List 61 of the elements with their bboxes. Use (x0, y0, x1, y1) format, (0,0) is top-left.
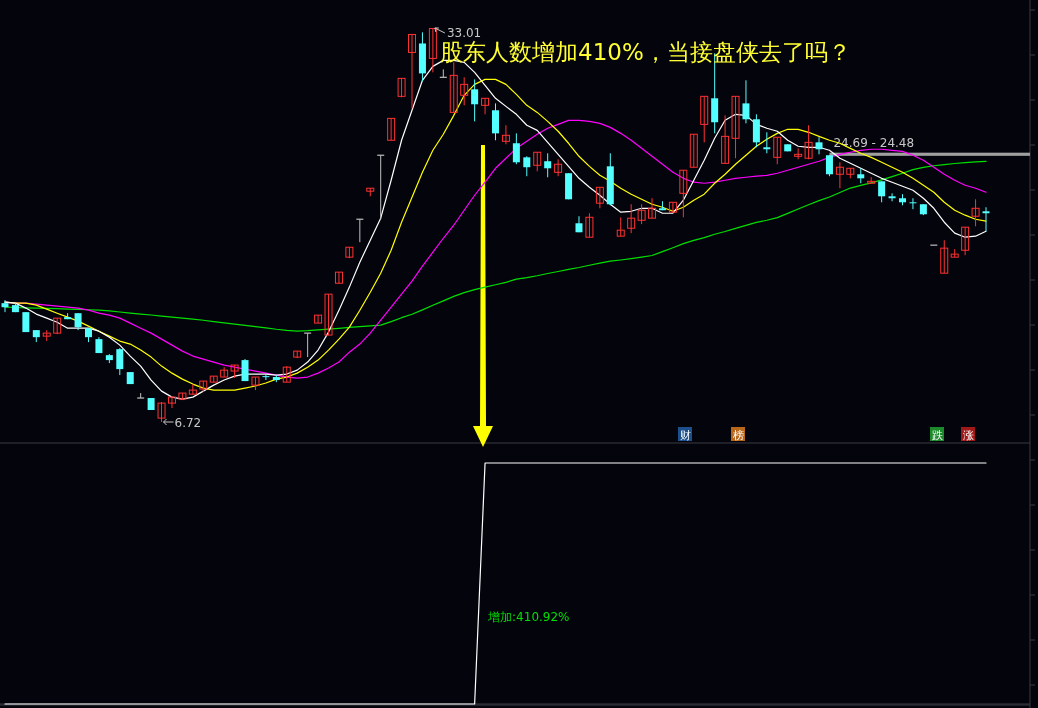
candlestick (700, 95, 709, 143)
candlestick (752, 113, 760, 148)
text: 跌 (931, 428, 943, 442)
candlestick (689, 133, 698, 168)
candlestick (460, 76, 469, 106)
candlestick (909, 197, 917, 210)
candlestick (334, 271, 343, 284)
candlestick (888, 192, 896, 202)
candlestick (825, 154, 833, 177)
candlestick (523, 155, 531, 177)
candlestick (595, 186, 604, 209)
band-label: 24.69 - 24.48 (833, 135, 915, 150)
candlestick (982, 206, 990, 232)
candlestick (188, 383, 197, 396)
candlestick (1, 299, 9, 313)
candlestick (878, 180, 886, 203)
candlestick (533, 151, 542, 172)
candlestick (116, 347, 124, 376)
candlestick (492, 102, 499, 141)
candlestick (471, 78, 479, 122)
candlestick (679, 169, 688, 218)
candlestick (324, 293, 333, 336)
candlestick (262, 373, 270, 381)
candlestick (648, 197, 657, 219)
candlestick (501, 124, 510, 145)
candlestick (971, 198, 980, 227)
candlestick (512, 132, 520, 165)
candlestick (314, 314, 323, 324)
candlestick (794, 147, 803, 160)
candlestick (815, 136, 823, 155)
candlestick (167, 395, 176, 409)
candlestick (408, 33, 417, 109)
candlestick (627, 203, 636, 234)
candlestick (637, 203, 646, 225)
candlestick (303, 332, 312, 358)
candlestick (940, 239, 949, 274)
candlestick (731, 95, 740, 159)
candlestick (157, 401, 166, 423)
annotation: 33.01 (446, 26, 482, 40)
candlestick (804, 124, 813, 160)
candlestick (387, 117, 396, 141)
text: 涨 (962, 428, 974, 442)
candlestick (763, 131, 771, 154)
candlestick (616, 216, 625, 237)
candlestick (585, 212, 594, 238)
text: 榜 (732, 428, 744, 442)
candlestick (397, 77, 406, 98)
candlestick (554, 158, 563, 177)
candlestick (481, 97, 490, 115)
candlestick (961, 226, 970, 256)
text: 财 (679, 428, 691, 442)
candlestick (668, 201, 677, 213)
candlestick (742, 79, 750, 124)
text: 股东人数增加410%，当接盘侠去了吗？ (440, 39, 851, 65)
candlestick (428, 27, 437, 73)
annotation: 6.72 (174, 416, 202, 430)
candlestick (773, 136, 782, 165)
candlestick (835, 161, 844, 189)
annotation: 增加:410.92% (487, 609, 570, 624)
candlestick (544, 152, 552, 178)
candlestick (721, 114, 730, 164)
